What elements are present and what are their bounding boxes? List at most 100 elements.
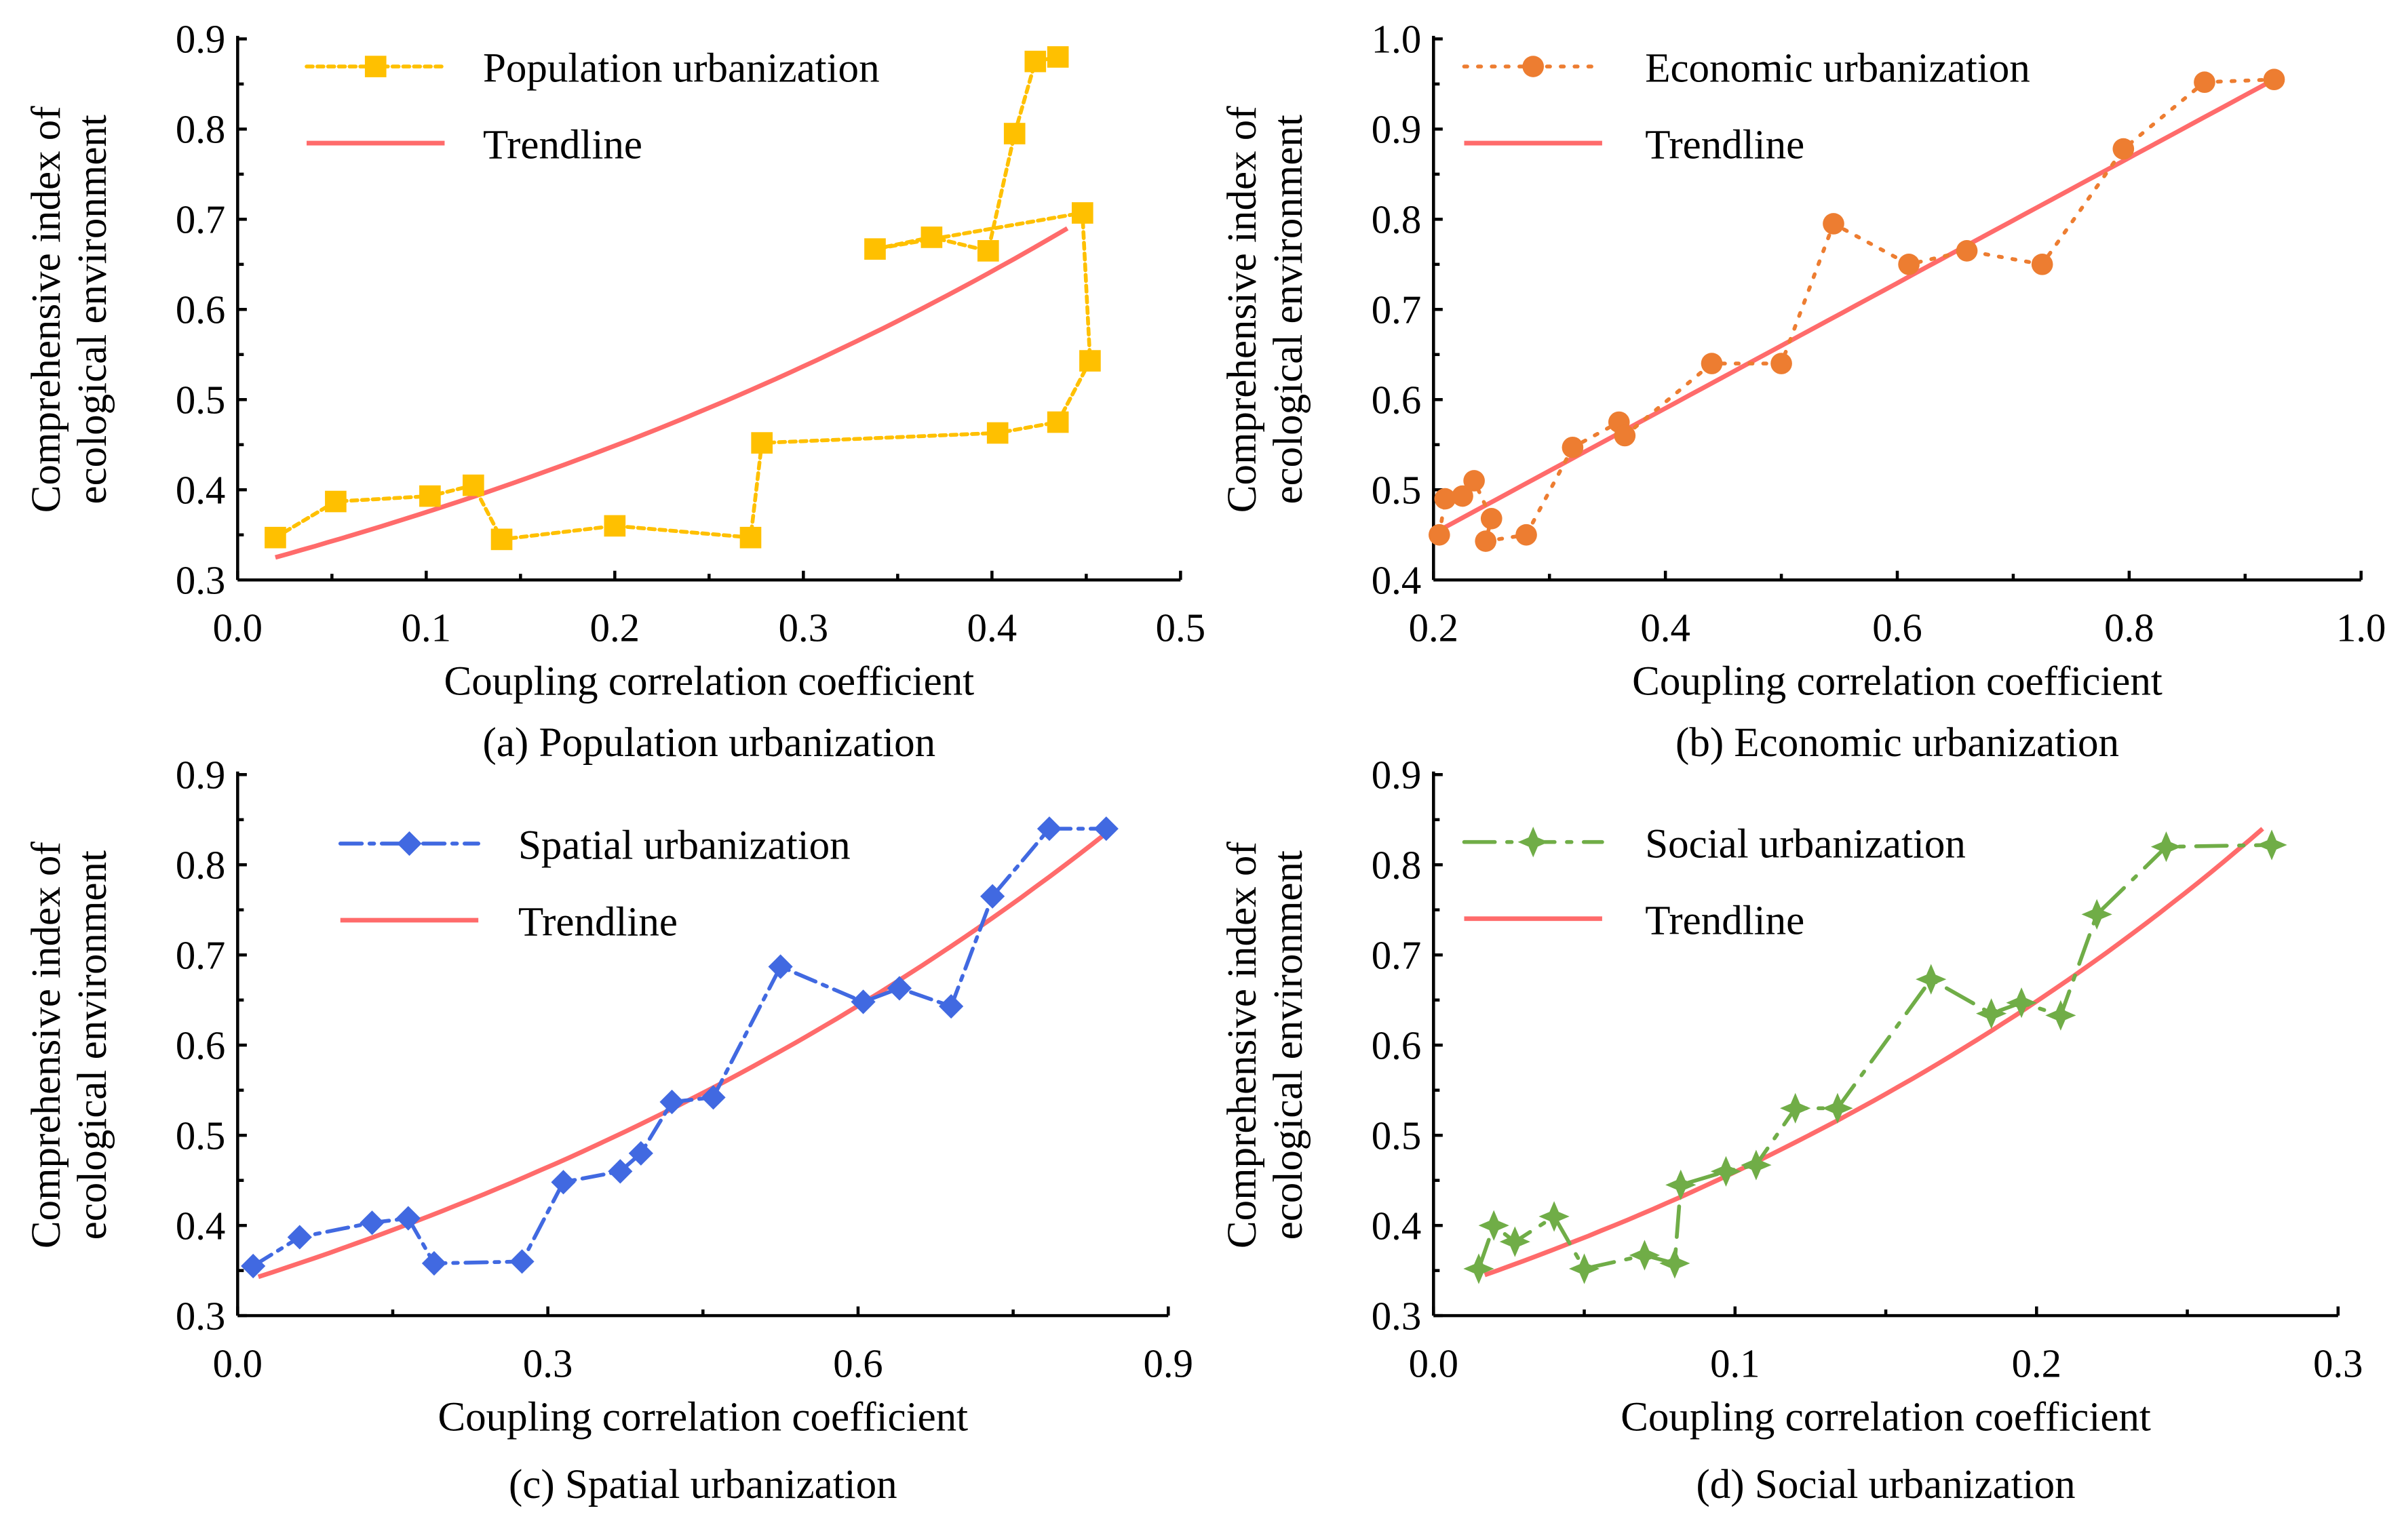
x-tick-label: 0.9 [1144, 1342, 1193, 1386]
star-marker [2006, 987, 2037, 1019]
y-axis-label: Comprehensive index of [24, 106, 69, 513]
y-tick-label: 1.0 [1372, 18, 1421, 62]
data-series-line [251, 827, 1108, 1268]
circle-marker [1614, 425, 1636, 447]
circle-marker [1701, 353, 1723, 374]
y-tick-label: 0.5 [1372, 1114, 1421, 1158]
square-marker [739, 526, 762, 549]
y-tick-label: 0.5 [176, 1114, 225, 1158]
data-series-line [273, 55, 1092, 542]
square-marker [986, 422, 1009, 444]
diamond-marker [608, 1159, 633, 1184]
panel-caption: (b) Economic urbanization [1675, 720, 2119, 766]
circle-marker [1522, 56, 1545, 77]
star-marker [1710, 1156, 1742, 1187]
x-tick-label: 0.2 [2012, 1342, 2061, 1386]
circle-marker [1515, 524, 1537, 546]
square-marker [1003, 123, 1026, 144]
y-tick-label: 0.9 [176, 18, 225, 62]
diamond-marker [287, 1225, 312, 1250]
diamond-marker [421, 1250, 447, 1276]
y-tick-label: 0.5 [1372, 469, 1421, 513]
y-tick-label: 0.4 [176, 1204, 225, 1248]
y-tick-label: 0.3 [176, 559, 225, 603]
x-tick-label: 0.8 [2104, 606, 2154, 650]
circle-marker [2112, 138, 2135, 160]
square-marker [490, 528, 513, 551]
diamond-marker [851, 989, 876, 1014]
y-tick-label: 0.8 [176, 108, 225, 152]
legend-series-label: Social urbanization [1645, 821, 1966, 867]
x-tick-label: 0.1 [1710, 1342, 1760, 1386]
star-marker [1659, 1248, 1690, 1279]
legend-trendline-label: Trendline [483, 123, 642, 168]
square-marker [1071, 202, 1093, 224]
legend: Economic urbanization Trendline [1462, 46, 2030, 168]
star-marker [1538, 1201, 1570, 1232]
x-tick-label: 0.5 [1156, 606, 1205, 650]
diamond-marker [701, 1085, 726, 1110]
y-tick-label: 0.6 [176, 1024, 225, 1068]
y-tick-label: 0.6 [1372, 1024, 1421, 1068]
diamond-marker [360, 1210, 385, 1236]
panel-caption: (a) Population urbanization [483, 720, 936, 766]
y-axis-label: ecological environment [70, 850, 115, 1240]
circle-marker [1463, 470, 1485, 492]
y-tick-label: 0.7 [176, 198, 225, 242]
diamond-marker [939, 993, 964, 1019]
legend-trendline-label: Trendline [518, 900, 678, 945]
diamond-marker [551, 1170, 576, 1195]
circle-marker [1562, 436, 1584, 458]
star-marker [1916, 964, 1947, 995]
legend-trendline-label: Trendline [1645, 123, 1804, 168]
square-marker [419, 485, 441, 507]
square-marker [325, 490, 347, 513]
y-tick-label: 0.9 [1372, 108, 1421, 152]
y-tick-label: 0.7 [1372, 934, 1421, 978]
panel-c: 0.30.40.50.60.70.80.90.0 0.3 0.6 0.9Couplin… [24, 753, 1193, 1507]
star-marker [1780, 1092, 1811, 1124]
star-marker [2045, 1000, 2076, 1031]
circle-marker [1429, 524, 1450, 546]
circle-marker [2031, 253, 2053, 275]
star-marker [1665, 1169, 1697, 1200]
x-axis-label: Coupling correlation coefficient [444, 659, 975, 705]
x-tick-label: 0.0 [213, 1342, 263, 1386]
square-marker [604, 515, 626, 537]
y-axis-label: ecological environment [70, 115, 115, 504]
trendline [1484, 827, 2264, 1278]
x-tick-label: 0.6 [833, 1342, 883, 1386]
diamond-marker [768, 954, 793, 979]
circle-marker [1434, 488, 1456, 510]
square-marker [463, 474, 484, 496]
star-marker [1629, 1240, 1661, 1271]
y-axis-label: Comprehensive index of [24, 842, 69, 1249]
circle-marker [2194, 71, 2215, 94]
y-tick-label: 0.4 [1372, 1204, 1421, 1248]
diamond-marker [887, 976, 912, 1001]
circle-marker [1480, 507, 1502, 530]
panel-d: 0.3 0.4 0.5 0.6 0.7 0.8 0.9 0.0 0.1 0.2 0.3 Couplin… [1220, 753, 2363, 1507]
panel-a: 0.3 0.4 0.5 0.6 0.7 0.8 0.9 0.0 0.1 0.2 0.3 0.4 0.5 C… [24, 18, 1205, 766]
x-tick-label: 0.2 [590, 606, 640, 650]
square-marker [1047, 411, 1069, 433]
legend-series-label: Economic urbanization [1645, 46, 2030, 92]
y-tick-label: 0.8 [1372, 198, 1421, 242]
square-marker [1079, 350, 1101, 372]
legend: Spatial urbanization Trendline [338, 823, 851, 945]
y-tick-label: 0.8 [176, 844, 225, 888]
x-tick-label: 0.1 [402, 606, 451, 650]
x-tick-label: 0.6 [1872, 606, 1922, 650]
y-axis-label: ecological environment [1266, 115, 1311, 504]
trendline [257, 831, 1108, 1280]
data-series-line [1477, 843, 2274, 1271]
square-marker [1047, 46, 1069, 68]
x-tick-label: 0.3 [523, 1342, 573, 1386]
panel-b: 0.40.50.60.70.80.91.00.2 0.4 0.6 0.8 1.0Coup… [1220, 18, 2386, 766]
star-marker [1499, 1226, 1530, 1257]
y-tick-label: 0.4 [176, 469, 225, 513]
circle-marker [1898, 253, 1920, 275]
y-tick-label: 0.5 [176, 378, 225, 422]
panel-caption: (d) Social urbanization [1696, 1462, 2075, 1507]
x-tick-label: 0.3 [2313, 1342, 2363, 1386]
